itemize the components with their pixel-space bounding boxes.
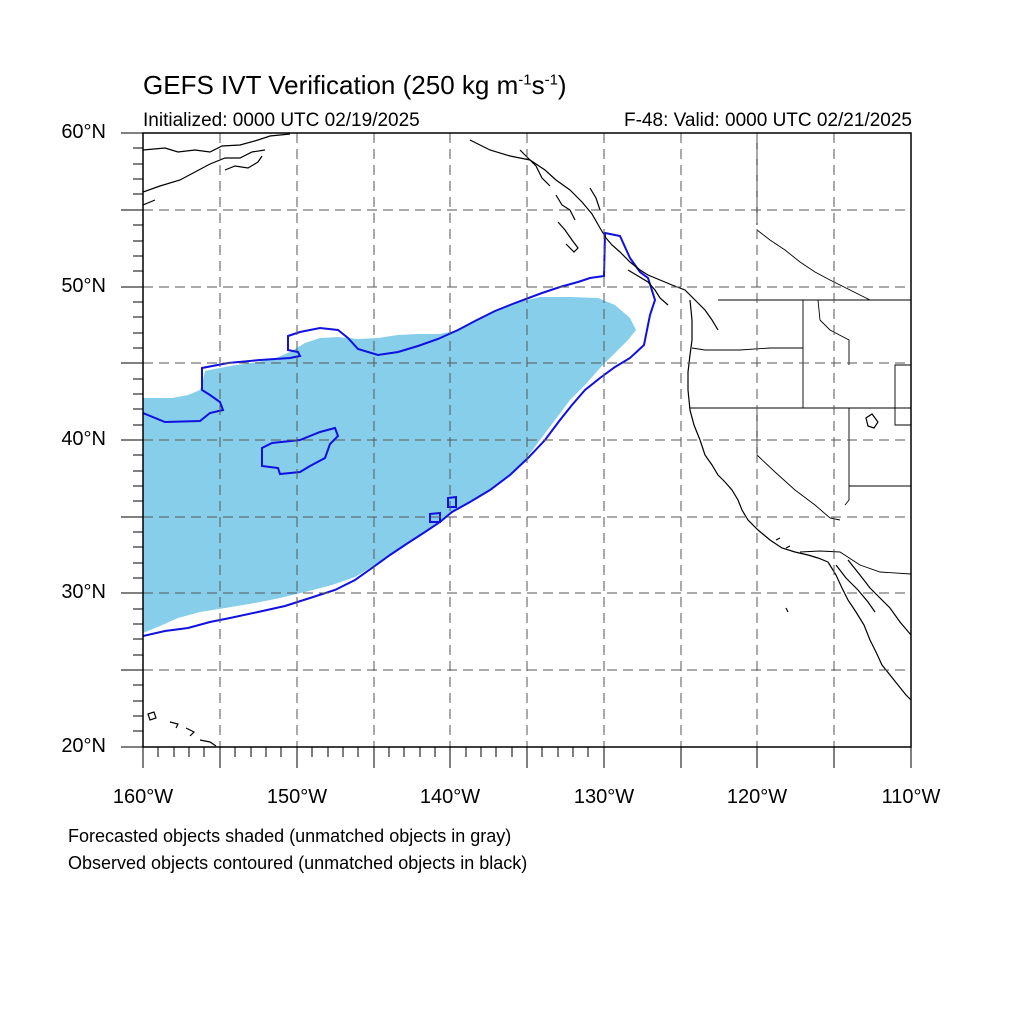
observed-object-inner-contour [261,426,340,476]
lon-label-110w: 110°W [881,786,941,808]
lon-label-150w: 150°W [266,786,328,808]
political-boundaries [690,133,911,575]
lon-label-120w: 120°W [726,786,788,808]
lat-label-60n: 60°N [61,121,106,143]
lon-label-160w: 160°W [112,786,174,808]
observed-object-main-contour [143,231,657,637]
lat-label-40n: 40°N [61,428,106,450]
map-title: GEFS IVT Verification (250 kg m-1s-1) [143,70,567,100]
lat-label-20n: 20°N [61,735,106,757]
axis-ticks [121,132,912,768]
observed-object-fragment [429,495,457,523]
coastlines [143,133,911,747]
forecast-object [143,297,636,633]
lat-label-30n: 30°N [61,581,106,603]
observed-note: Observed objects contoured (unmatched ob… [68,853,528,873]
init-time-label: Initialized: 0000 UTC 02/19/2025 [143,110,420,131]
forecast-note: Forecasted objects shaded (unmatched obj… [68,826,512,846]
lon-label-140w: 140°W [419,786,481,808]
minor-ticks [133,147,589,757]
lon-label-130w: 130°W [573,786,635,808]
lat-label-50n: 50°N [61,275,106,297]
graticule [143,133,911,747]
valid-time-label: F-48: Valid: 0000 UTC 02/21/2025 [624,110,912,131]
